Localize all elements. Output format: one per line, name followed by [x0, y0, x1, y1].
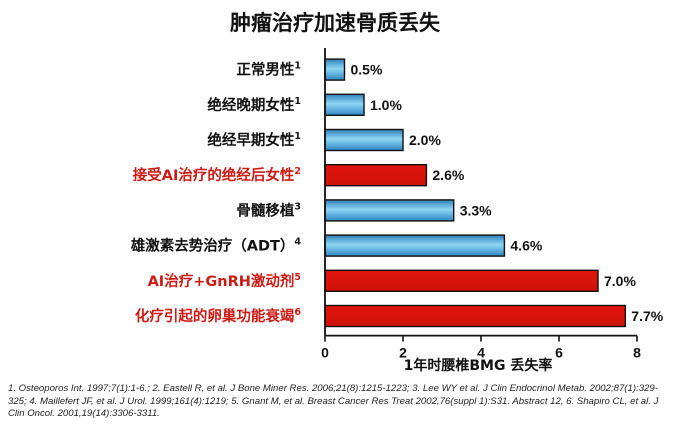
bar-1: [324, 58, 346, 81]
bar-3: [324, 128, 404, 152]
x-tick-label: 6: [555, 345, 563, 361]
value-label: 2.6%: [432, 167, 464, 183]
reference-superscript: 3: [294, 201, 301, 212]
category-label: 正常男性1: [236, 61, 301, 79]
reference-superscript: 1: [294, 131, 301, 142]
reference-superscript: 6: [294, 307, 301, 318]
reference-superscript: 1: [294, 96, 301, 107]
bar-2: [324, 93, 365, 117]
reference-superscript: 2: [294, 166, 301, 177]
x-tick-label: 0: [321, 345, 329, 361]
category-label: 接受AI治疗的绝经后女性2: [133, 166, 301, 184]
reference-superscript: 1: [294, 61, 301, 72]
category-label: AI治疗+GnRH激动剂5: [148, 272, 301, 290]
reference-superscript: 4: [294, 237, 301, 248]
x-axis-label: 1年时腰椎BMG 丢失率: [404, 357, 553, 374]
category-label: 骨髓移植3: [236, 201, 301, 219]
chart-title: 肿瘤治疗加速骨质丢失: [230, 11, 441, 35]
x-tick-label: 4: [477, 345, 485, 361]
reference-superscript: 5: [294, 272, 301, 283]
bar-6: [324, 234, 506, 257]
x-tick-label: 2: [399, 345, 407, 361]
category-label: 绝经晚期女性1: [207, 96, 301, 114]
value-label: 7.0%: [604, 273, 636, 289]
category-label: 化疗引起的卵巢功能衰竭6: [135, 307, 302, 325]
value-label: 1.0%: [370, 97, 402, 113]
references-footnote: 1. Osteoporos Int. 1997;7(1):1-6.; 2. Ea…: [8, 383, 659, 419]
value-label: 0.5%: [351, 62, 383, 78]
bar-5: [324, 199, 455, 222]
value-label: 2.0%: [409, 132, 441, 148]
bar-8: [324, 304, 626, 328]
category-label: 绝经早期女性1: [207, 131, 301, 149]
x-tick-label: 8: [633, 345, 641, 361]
category-label: 雄激素去势治疗（ADT）4: [130, 237, 302, 255]
bar-4: [324, 163, 428, 187]
bar-7: [324, 269, 599, 292]
value-label: 7.7%: [631, 308, 663, 324]
value-label: 3.3%: [460, 202, 492, 218]
value-label: 4.6%: [510, 238, 542, 254]
